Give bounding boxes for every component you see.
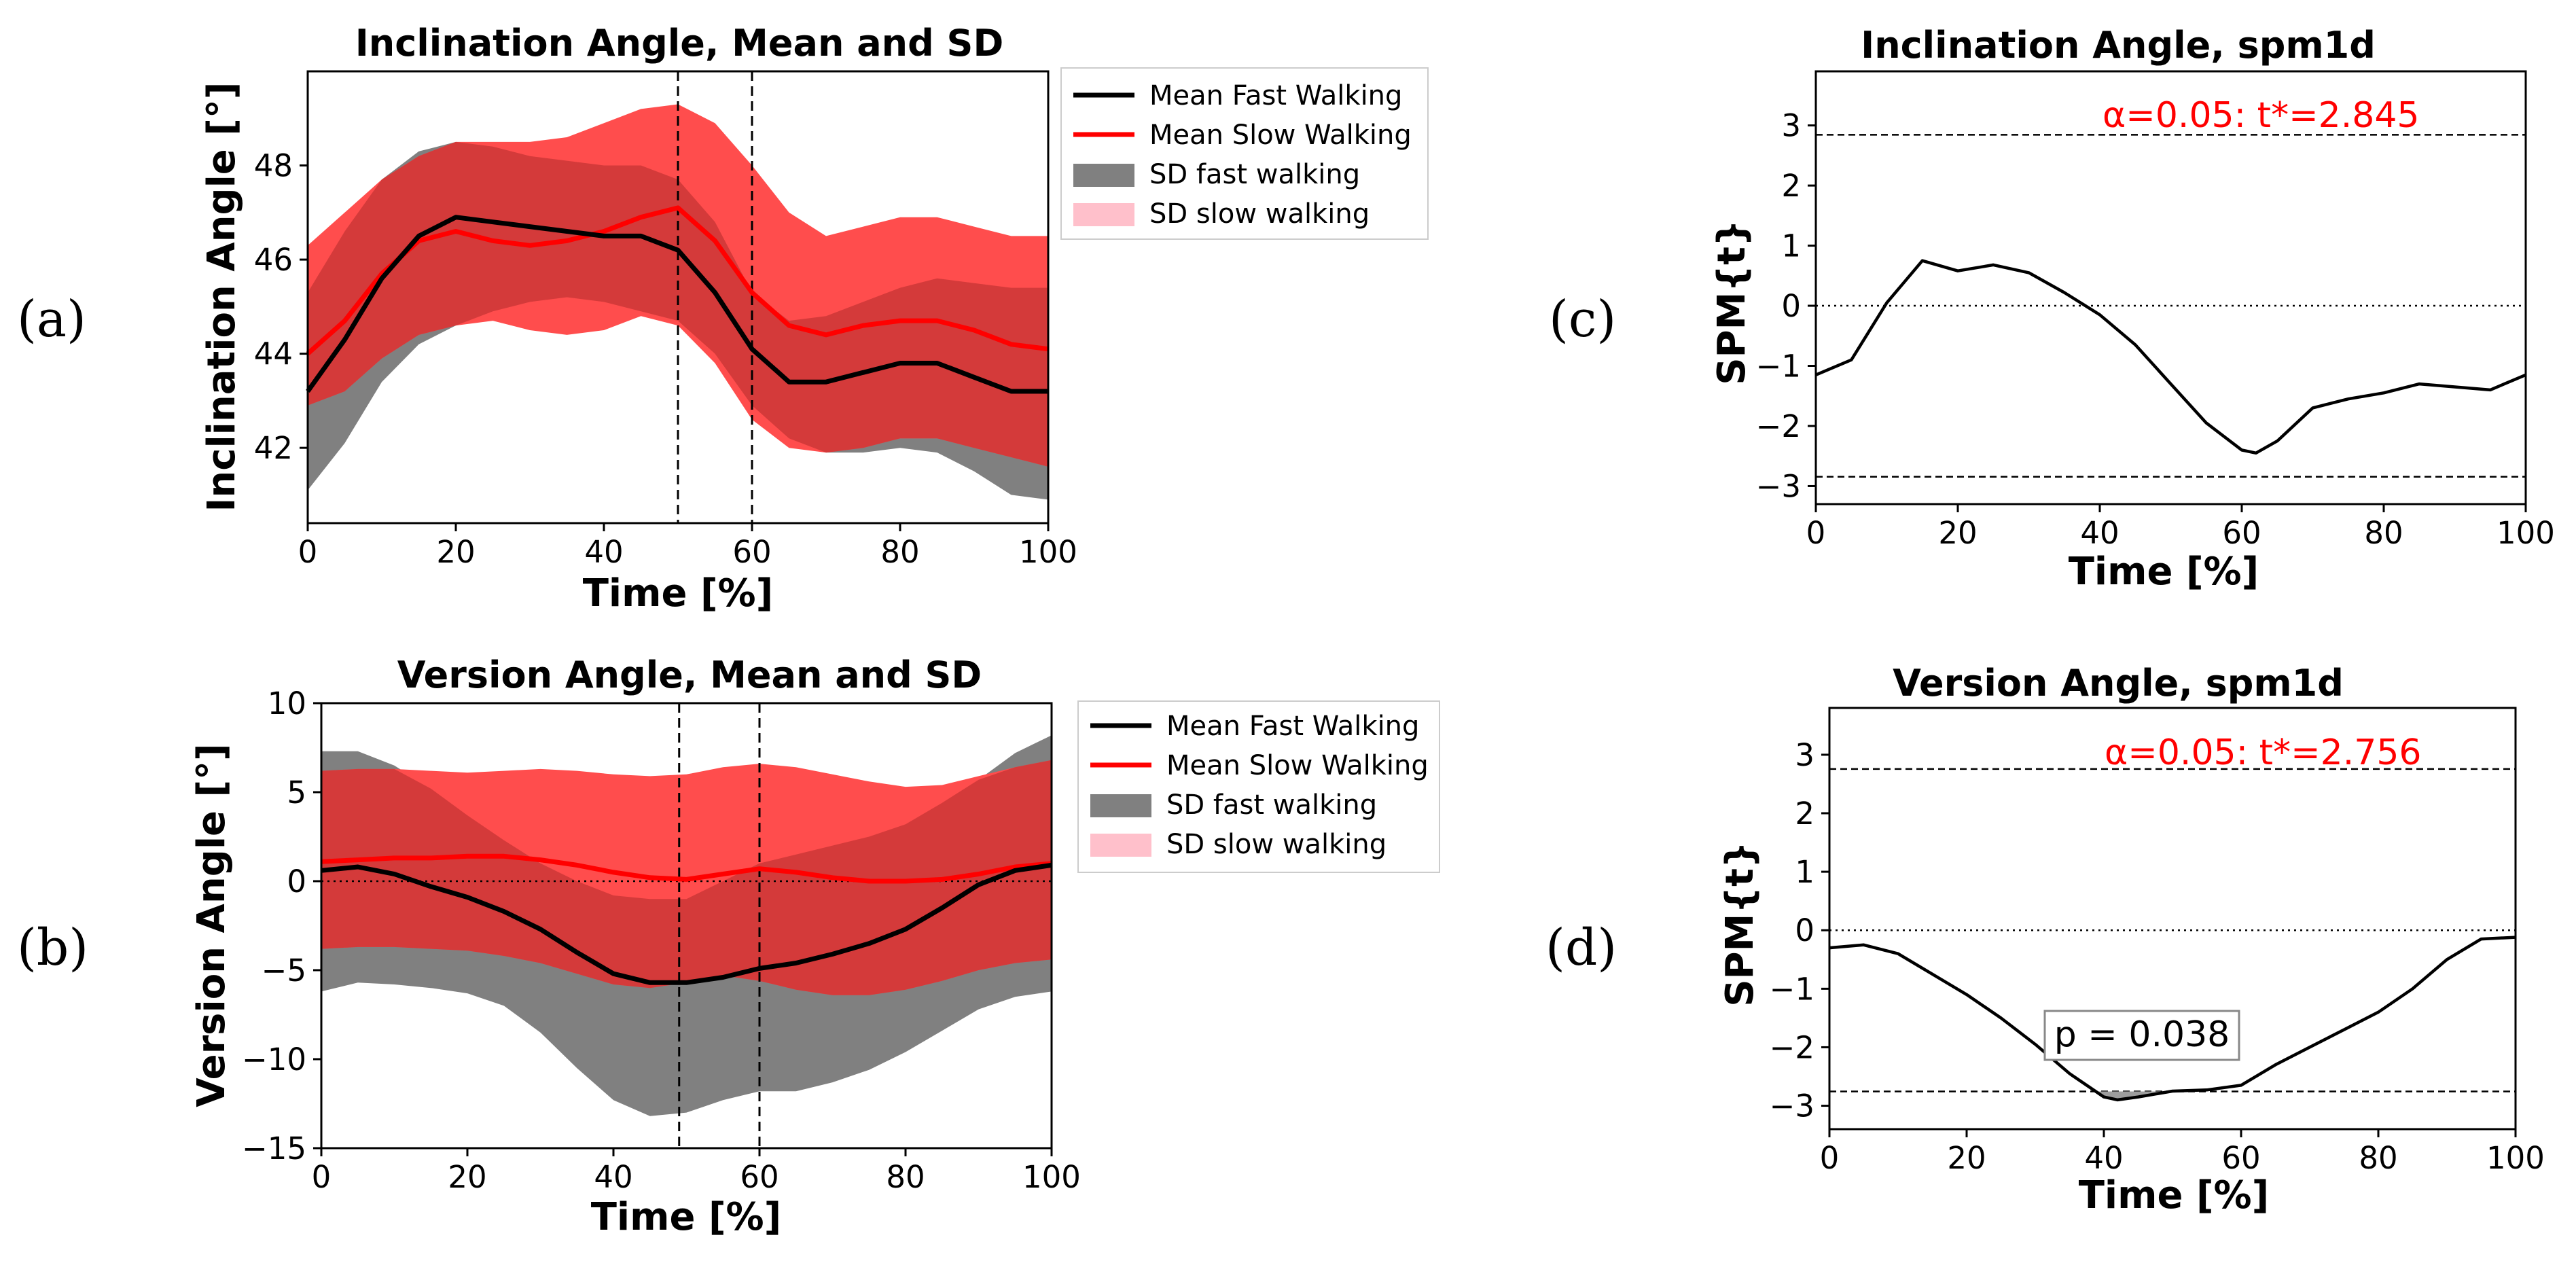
x-tick-label: 80 bbox=[2364, 515, 2403, 551]
y-axis-label: SPM{t} bbox=[1718, 841, 1762, 1007]
y-tick-label: 2 bbox=[1781, 168, 1801, 204]
y-axis-label: SPM{t} bbox=[1710, 219, 1754, 385]
y-tick-label: −1 bbox=[1756, 349, 1801, 385]
chart-inclination-mean-sd: Inclination Angle, Mean and SD 0 20 40 60 80… bbox=[200, 22, 1429, 616]
x-tick-label: 20 bbox=[1947, 1140, 1986, 1176]
legend-swatch-sd-fast bbox=[1073, 164, 1134, 187]
spm-trace bbox=[1815, 259, 2526, 455]
panel-label-b: (b) bbox=[17, 919, 88, 977]
y-tick-label: 46 bbox=[254, 242, 293, 278]
x-tick-label: 0 bbox=[1820, 1140, 1840, 1176]
y-tick-label: −2 bbox=[1756, 408, 1801, 444]
p-value-box bbox=[2043, 1010, 2240, 1061]
x-tick-label: 20 bbox=[448, 1159, 486, 1195]
plot-frame bbox=[306, 70, 1050, 524]
y-axis-label: Inclination Angle [°] bbox=[200, 82, 244, 512]
x-tick-label: 20 bbox=[436, 534, 475, 570]
legend-swatch-sd-fast bbox=[1090, 794, 1151, 817]
y-tick-label: −3 bbox=[1756, 468, 1801, 504]
y-tick-label: 3 bbox=[1781, 108, 1801, 144]
x-tick-label: 60 bbox=[740, 1159, 779, 1195]
legend: Mean Fast Walking Mean Slow Walking SD f… bbox=[1060, 67, 1429, 240]
legend-label-sd-fast: SD fast walking bbox=[1166, 789, 1377, 821]
x-axis-label: Time [%] bbox=[2069, 550, 2259, 594]
x-tick-label: 60 bbox=[2222, 515, 2261, 551]
y-tick-label: −2 bbox=[1770, 1029, 1814, 1065]
x-tick-label: 100 bbox=[2497, 515, 2555, 551]
x-tick-label: 80 bbox=[886, 1159, 925, 1195]
threshold-annotation: α=0.05: t*=2.756 bbox=[2105, 732, 2422, 773]
y-tick-label: 3 bbox=[1795, 737, 1814, 773]
y-tick-label: 1 bbox=[1795, 854, 1814, 890]
x-tick-label: 60 bbox=[2221, 1140, 2260, 1176]
x-axis-label: Time [%] bbox=[583, 571, 774, 616]
spm-trace bbox=[1829, 936, 2516, 1102]
legend: Mean Fast Walking Mean Slow Walking SD f… bbox=[1077, 700, 1440, 873]
legend-label-sd-slow: SD slow walking bbox=[1149, 198, 1370, 230]
x-tick-label: 60 bbox=[732, 534, 771, 570]
y-tick-label: 0 bbox=[1781, 288, 1801, 324]
mean-slow-line bbox=[321, 853, 1052, 884]
chart-title: Inclination Angle, Mean and SD bbox=[355, 22, 1004, 65]
y-tick-label: 0 bbox=[1795, 912, 1814, 948]
legend-swatch-sd-slow bbox=[1073, 203, 1134, 226]
legend-swatch-sd-slow bbox=[1090, 834, 1151, 857]
chart-title: Version Angle, spm1d bbox=[1893, 662, 2344, 705]
y-tick-label: −10 bbox=[242, 1042, 306, 1078]
x-tick-label: 0 bbox=[312, 1159, 332, 1195]
legend-label-mean-slow: Mean Slow Walking bbox=[1166, 750, 1429, 781]
panel-label-d: (d) bbox=[1545, 919, 1617, 977]
plot-frame bbox=[320, 702, 1053, 1150]
legend-label-mean-fast: Mean Fast Walking bbox=[1149, 80, 1402, 111]
x-tick-label: 40 bbox=[2080, 515, 2119, 551]
y-tick-label: −15 bbox=[242, 1131, 306, 1167]
y-tick-label: −5 bbox=[262, 953, 306, 989]
sd-overlap-band bbox=[321, 760, 1052, 995]
x-tick-label: 40 bbox=[584, 534, 623, 570]
legend-label-sd-slow: SD slow walking bbox=[1166, 829, 1387, 860]
y-tick-label: 48 bbox=[254, 148, 293, 184]
x-tick-label: 100 bbox=[1019, 534, 1077, 570]
legend-label-sd-fast: SD fast walking bbox=[1149, 159, 1360, 190]
x-tick-label: 100 bbox=[1022, 1159, 1081, 1195]
panel-label-a: (a) bbox=[17, 290, 86, 349]
plot-frame bbox=[1814, 70, 2527, 505]
y-tick-label: 5 bbox=[287, 775, 306, 811]
chart-inclination-spm1d: Inclination Angle, spm1d 0 20 40 60 80 100−3−… bbox=[1710, 24, 2555, 594]
chart-title: Version Angle, Mean and SD bbox=[397, 654, 982, 696]
x-tick-label: 80 bbox=[880, 534, 919, 570]
mean-fast-line bbox=[321, 862, 1052, 985]
x-tick-label: 20 bbox=[1938, 515, 1977, 551]
panel-label-c: (c) bbox=[1549, 290, 1616, 349]
y-tick-label: 1 bbox=[1781, 228, 1801, 264]
chart-title: Inclination Angle, spm1d bbox=[1861, 24, 2376, 67]
mean-slow-line bbox=[306, 205, 1049, 356]
y-tick-label: −3 bbox=[1770, 1088, 1814, 1124]
plot-frame bbox=[1828, 707, 2517, 1131]
p-value-label: p = 0.038 bbox=[2054, 1014, 2230, 1055]
x-axis-label: Time [%] bbox=[2079, 1173, 2270, 1217]
y-tick-label: 10 bbox=[268, 686, 306, 722]
chart-version-spm1d: Version Angle, spm1d 0 20 40 60 80 100 −3 −2 −1 0… bbox=[1718, 662, 2545, 1217]
x-axis-label: Time [%] bbox=[591, 1195, 782, 1239]
y-tick-label: 44 bbox=[254, 336, 293, 372]
x-tick-label: 0 bbox=[1806, 515, 1826, 551]
x-tick-label: 80 bbox=[2359, 1140, 2397, 1176]
legend-label-mean-fast: Mean Fast Walking bbox=[1166, 711, 1419, 742]
y-tick-label: −1 bbox=[1770, 971, 1814, 1007]
chart-version-mean-sd: Version Angle, Mean and SD 0 20 40 60 80 100−… bbox=[190, 654, 1440, 1239]
y-tick-label: 42 bbox=[254, 430, 293, 466]
y-tick-label: 2 bbox=[1795, 796, 1814, 832]
legend-label-mean-slow: Mean Slow Walking bbox=[1149, 120, 1412, 151]
threshold-annotation: α=0.05: t*=2.845 bbox=[2103, 95, 2420, 136]
x-tick-label: 40 bbox=[2084, 1140, 2123, 1176]
x-tick-label: 40 bbox=[594, 1159, 632, 1195]
y-axis-label: Version Angle [°] bbox=[190, 743, 234, 1107]
x-tick-label: 100 bbox=[2486, 1140, 2545, 1176]
mean-fast-line bbox=[306, 215, 1048, 394]
y-tick-label: 0 bbox=[287, 864, 306, 900]
x-tick-label: 0 bbox=[298, 534, 318, 570]
